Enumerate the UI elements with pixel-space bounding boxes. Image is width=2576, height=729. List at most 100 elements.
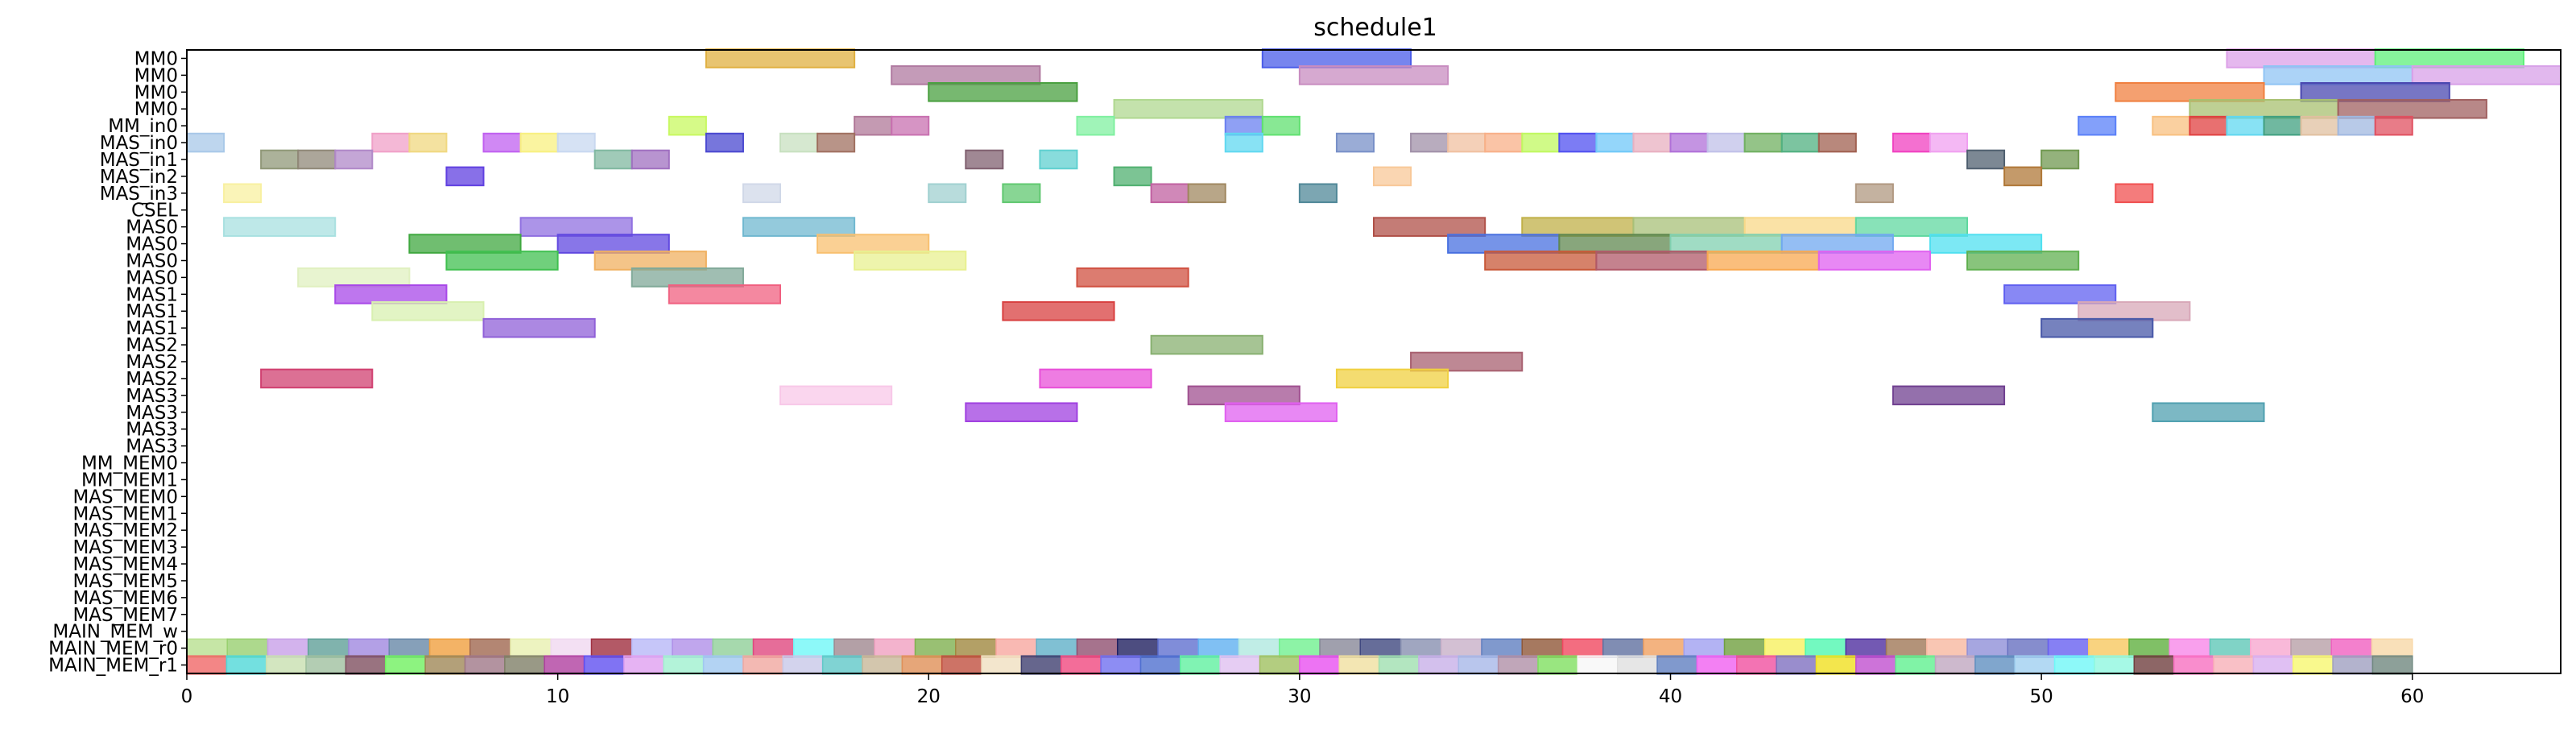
y-tick-label: MAIN_MEM_r1 [48,656,178,677]
y-tick-label: MAS_in1 [100,150,178,171]
task-bar [2078,300,2191,321]
memory-read-block [1036,638,1078,658]
memory-read-block [550,638,593,658]
task-bar [1558,132,1598,153]
memory-read-block [1117,638,1159,658]
y-tick-label: MAS1 [126,284,178,305]
task-bar [1039,368,1152,389]
memory-read-block [2252,655,2294,675]
memory-read-block [1855,655,1896,675]
y-tick-label: MAS_MEM3 [72,537,178,558]
task-bar [668,115,707,136]
task-bar [1113,166,1152,187]
task-bar [297,149,337,170]
memory-read-block [995,638,1037,658]
memory-read-block [1157,638,1199,658]
y-tick-label: MAS2 [126,369,178,390]
task-bar [817,234,930,254]
task-bar [1854,217,1968,237]
chart-title: schedule1 [1313,14,1437,42]
task-bar [260,149,300,170]
memory-read-block [2128,638,2170,658]
task-bar [1558,234,1672,254]
task-bar [817,132,856,153]
memory-read-block [1400,638,1442,658]
task-bar [1892,385,2006,406]
x-tick-label: 20 [917,686,941,707]
task-bar [1892,132,1931,153]
memory-read-block [2133,655,2175,675]
memory-read-block [623,655,664,675]
task-bar [1187,183,1226,204]
task-bar [779,385,893,406]
x-tick-label: 0 [181,686,193,707]
task-bar [1224,115,1263,136]
memory-read-block [1238,638,1280,658]
memory-read-block [981,655,1023,675]
y-tick-label: MAS_MEM4 [72,554,178,575]
task-bar [1706,132,1746,153]
task-bar [1150,334,1263,355]
memory-read-block [1736,655,1777,675]
memory-read-block [1776,655,1817,675]
task-bar [2041,317,2154,338]
memory-read-block [348,638,390,658]
y-tick-label: MAS3 [126,403,178,424]
memory-read-block [2047,638,2090,658]
memory-read-block [265,655,307,675]
task-bar [1039,149,1078,170]
y-tick-label: MM0 [134,99,178,120]
y-tick-label: MAS3 [126,437,178,458]
memory-read-block [874,638,916,658]
memory-read-block [1805,638,1846,658]
task-bar [2263,115,2302,136]
task-bar [1669,234,1783,254]
y-tick-label: MAS_in3 [100,184,178,205]
x-tick-label: 50 [2029,686,2053,707]
y-tick-label: MAS3 [126,420,178,441]
task-bar [742,217,856,237]
memory-read-block [267,638,309,658]
task-bar [1521,132,1561,153]
x-tick-label: 60 [2400,686,2424,707]
task-bar [1410,132,1449,153]
memory-read-block [186,655,228,675]
memory-read-block [2209,638,2251,658]
memory-read-block [1338,655,1380,675]
memory-read-block [752,638,795,658]
task-bar [519,132,559,153]
y-tick-label: MM_MEM1 [81,470,178,491]
task-bar [1002,300,1115,321]
task-bar [705,48,856,68]
memory-read-block [1458,655,1499,675]
memory-read-block [1616,655,1658,675]
memory-read-block [742,655,784,675]
memory-read-block [2250,638,2292,658]
task-bar [1002,183,1041,204]
memory-read-block [1197,638,1240,658]
memory-read-block [2007,638,2049,658]
y-tick-label: MAIN_MEM_r0 [48,639,178,660]
memory-read-block [782,655,824,675]
task-bar [1410,351,1524,372]
memory-read-block [225,655,267,675]
x-tick-label: 40 [1659,686,1682,707]
task-bar [1484,251,1598,271]
memory-read-block [901,655,943,675]
task-bar [445,251,559,271]
memory-read-block [941,655,982,675]
task-bar [1966,149,2006,170]
task-bar [2263,65,2413,85]
y-tick-label: MAS1 [126,318,178,339]
task-bar [1150,183,1189,204]
task-bar [223,217,337,237]
y-tick-label: MAS_MEM6 [72,588,178,609]
memory-read-block [1537,655,1579,675]
task-bar [1373,166,1412,187]
memory-read-block [821,655,863,675]
task-bar [593,149,633,170]
memory-read-block [2053,655,2095,675]
task-bar [482,132,522,153]
